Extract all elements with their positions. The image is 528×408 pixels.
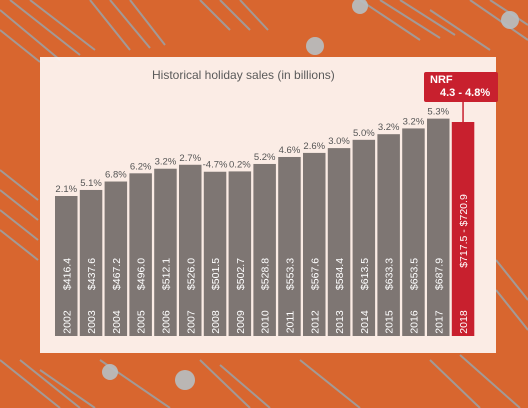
value-label-2002: $416.4	[61, 258, 73, 290]
growth-label-2007: 2.7%	[179, 153, 201, 164]
bar-2008	[203, 171, 227, 336]
year-label-2015: 2015	[384, 310, 396, 334]
value-label-2005: $496.0	[136, 258, 148, 290]
year-label-2010: 2010	[260, 310, 272, 334]
value-label-2018: $717.5 - $720.9	[458, 194, 470, 268]
bar-2015	[377, 134, 400, 336]
bar-2018	[451, 122, 475, 336]
growth-label-2012: 2.6%	[303, 141, 325, 152]
bar-2007	[179, 164, 202, 336]
value-label-2014: $613.5	[359, 258, 371, 290]
year-label-2006: 2006	[160, 310, 172, 334]
year-label-2017: 2017	[433, 310, 445, 334]
year-label-2002: 2002	[61, 310, 73, 334]
bar-2013	[327, 148, 351, 336]
bar-2017	[427, 118, 450, 336]
growth-label-2008: -4.7%	[203, 160, 228, 171]
growth-label-2004: 6.8%	[105, 170, 127, 181]
year-label-2012: 2012	[309, 310, 321, 334]
year-label-2011: 2011	[284, 311, 296, 334]
year-label-2005: 2005	[136, 310, 148, 334]
year-label-2014: 2014	[359, 310, 371, 334]
growth-label-2002: 2.1%	[55, 184, 77, 195]
value-label-2003: $437.6	[86, 258, 98, 290]
growth-label-2006: 3.2%	[155, 157, 177, 168]
bar-2005	[129, 173, 152, 336]
bar-2016	[402, 128, 425, 336]
value-label-2007: $526.0	[185, 258, 197, 290]
nrf-forecast-callout: NRF 4.3 - 4.8%	[424, 72, 498, 102]
value-label-2012: $567.6	[309, 258, 321, 290]
growth-label-2013: 3.0%	[328, 136, 350, 147]
year-label-2009: 2009	[235, 310, 247, 334]
bar-2002	[55, 196, 78, 336]
year-label-2013: 2013	[334, 310, 346, 334]
year-label-2007: 2007	[185, 310, 197, 334]
value-label-2010: $528.8	[260, 258, 272, 290]
bar-2011	[278, 156, 301, 336]
value-label-2017: $687.9	[433, 258, 445, 290]
growth-label-2010: 5.2%	[254, 152, 276, 163]
growth-label-2011: 4.6%	[279, 145, 301, 156]
value-label-2016: $653.5	[408, 258, 420, 290]
growth-label-2014: 5.0%	[353, 128, 375, 139]
bar-2010	[253, 163, 276, 336]
bar-2012	[303, 152, 326, 336]
year-label-2018: 2018	[458, 310, 470, 334]
year-label-2008: 2008	[210, 310, 222, 334]
year-label-2004: 2004	[111, 310, 123, 334]
bar-2014	[352, 139, 376, 336]
bar-2006	[154, 168, 177, 336]
growth-label-2009: 0.2%	[229, 159, 251, 170]
bar-2003	[79, 189, 103, 336]
value-label-2009: $502.7	[235, 258, 247, 290]
callout-source: NRF	[430, 74, 453, 86]
value-label-2004: $467.2	[111, 258, 123, 290]
bar-2009	[228, 171, 252, 336]
chart-title: Historical holiday sales (in billions)	[152, 68, 335, 82]
growth-label-2017: 5.3%	[427, 107, 449, 118]
year-label-2003: 2003	[86, 310, 98, 334]
growth-label-2003: 5.1%	[80, 178, 102, 189]
callout-range: 4.3 - 4.8%	[440, 87, 491, 99]
growth-label-2016: 3.2%	[403, 116, 425, 127]
value-label-2011: $553.3	[284, 258, 296, 290]
value-label-2006: $512.1	[160, 258, 172, 290]
growth-label-2005: 6.2%	[130, 161, 152, 172]
value-label-2008: $501.5	[210, 258, 222, 290]
value-label-2013: $584.4	[334, 258, 346, 290]
year-label-2016: 2016	[408, 310, 420, 334]
growth-label-2015: 3.2%	[378, 122, 400, 133]
value-label-2015: $633.3	[384, 258, 396, 290]
bar-2004	[104, 181, 128, 336]
